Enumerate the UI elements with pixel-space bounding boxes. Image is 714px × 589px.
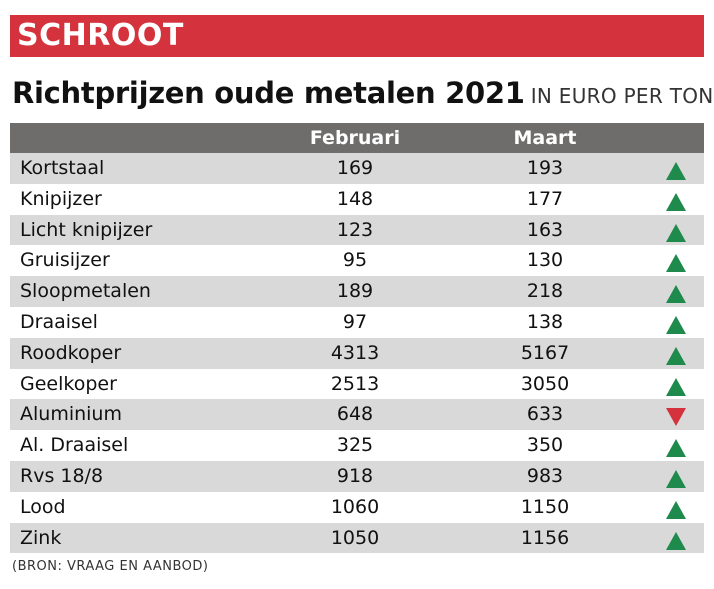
row-februari: 1060 [330,495,380,518]
row-name: Gruisijzer [20,249,110,272]
row-name: Draaisel [20,310,98,333]
row-name: Rvs 18/8 [20,464,104,487]
row-name: Licht knipijzer [20,218,153,241]
row-februari: 97 [342,310,368,333]
table-row: Kortstaal 169 193 [10,153,704,184]
row-name: Sloopmetalen [20,280,151,303]
page-title: Richtprijzen oude metalen 2021 IN EURO PE… [12,73,714,118]
table-row: Lood 1060 1150 [10,492,704,523]
row-maart: 177 [526,187,564,210]
row-name: Aluminium [20,403,122,426]
category-label: SCHROOT [17,18,184,53]
row-februari: 648 [336,403,374,426]
table-body: Kortstaal 169 193 Knipijzer 148 177 Licht knip… [10,153,704,554]
table-row: Sloopmetalen 189 218 [10,276,704,307]
table-header: Februari Maart [10,123,704,153]
row-maart: 193 [526,157,564,179]
row-maart: 3050 [520,372,570,395]
row-maart: 138 [526,310,564,333]
row-name: Geelkoper [20,372,117,395]
title-unit: IN EURO PER TON [530,84,714,108]
trend-up-icon [666,276,688,307]
trend-up-icon [666,245,688,276]
header-februari: Februari [309,127,401,149]
row-februari: 918 [336,464,374,487]
table-row: Roodkoper 4313 5167 [10,337,704,369]
table-row: Al. Draaisel 325 350 [10,430,704,461]
row-name: Zink [20,526,62,549]
row-name: Kortstaal [20,157,105,179]
table-row: Geelkoper 2513 3050 [10,369,704,400]
category-banner: SCHROOT [10,15,704,57]
row-name: Roodkoper [20,341,122,364]
row-februari: 123 [336,218,374,241]
trend-up-icon [666,461,688,492]
row-maart: 5167 [520,341,570,364]
table-row: Licht knipijzer 123 163 [10,214,704,246]
title-main: Richtprijzen oude metalen 2021 [12,76,525,110]
row-maart: 1156 [520,526,570,549]
row-februari: 4313 [330,341,380,364]
trend-up-icon [666,307,688,338]
row-name: Lood [20,495,66,518]
row-februari: 169 [336,157,374,179]
row-name: Al. Draaisel [20,434,129,457]
source-note: (BRON: VRAAG EN AANBOD) [12,559,209,574]
table-row: Gruisijzer 95 130 [10,245,704,276]
row-februari: 95 [342,249,368,272]
header-maart: Maart [513,127,577,149]
table-row: Knipijzer 148 177 [10,184,704,215]
trend-up-icon [666,215,688,246]
trend-up-icon [666,369,688,400]
row-februari: 148 [336,187,374,210]
trend-up-icon [666,153,688,184]
table-row: Aluminium 648 633 [10,399,704,431]
row-name: Knipijzer [20,187,102,210]
trend-down-icon [666,399,688,430]
trend-up-icon [666,338,688,369]
row-februari: 1050 [330,526,380,549]
row-maart: 218 [526,280,564,303]
row-maart: 983 [526,464,564,487]
table-row: Zink 1050 1156 [10,522,704,554]
row-maart: 350 [526,434,564,457]
row-februari: 325 [336,434,374,457]
table-row: Rvs 18/8 918 983 [10,460,704,492]
trend-up-icon [666,523,688,554]
trend-up-icon [666,184,688,215]
row-maart: 163 [526,218,564,241]
row-maart: 130 [526,249,564,272]
row-maart: 1150 [520,495,570,518]
row-februari: 2513 [330,372,380,395]
table-row: Draaisel 97 138 [10,307,704,338]
trend-up-icon [666,492,688,523]
trend-up-icon [666,430,688,461]
row-maart: 633 [526,403,564,426]
price-table: Februari Maart Kortstaal 169 193 Knipijzer 1… [10,123,704,554]
row-februari: 189 [336,280,374,303]
